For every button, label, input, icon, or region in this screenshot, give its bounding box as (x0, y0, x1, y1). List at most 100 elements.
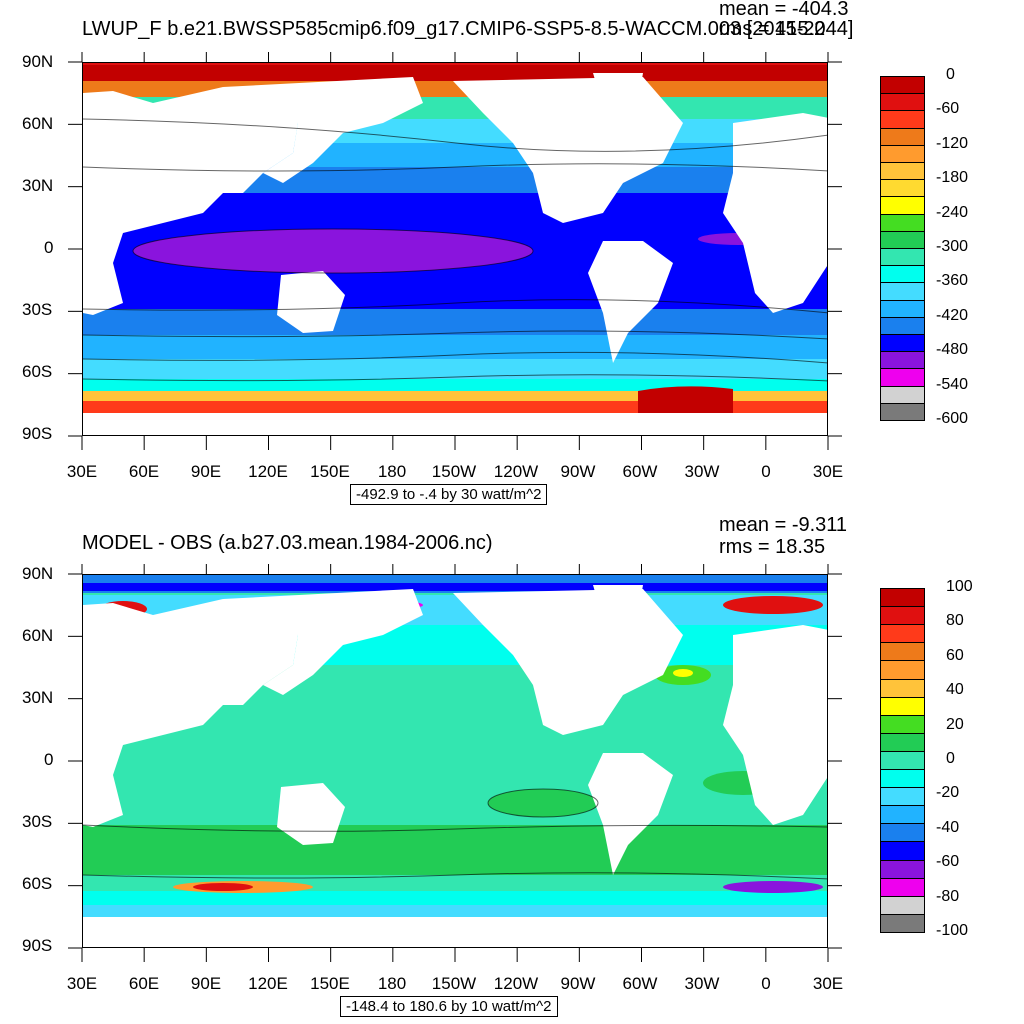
colorbar-swatch (880, 230, 925, 249)
lat-label-30s: 30S (22, 812, 53, 831)
colorbar-label: -120 (936, 134, 969, 152)
colorbar-label: -540 (936, 375, 969, 393)
lon-label: 0 (761, 462, 771, 481)
colorbar-swatch (880, 76, 925, 95)
lat-label-60n: 60N (22, 626, 54, 645)
colorbar-swatch (880, 282, 925, 301)
colorbar-label: -300 (936, 238, 969, 255)
colorbar-label: 60 (946, 646, 964, 664)
lon-label: 60W (622, 462, 658, 481)
colorbar-swatch (880, 678, 925, 698)
colorbar-swatch (880, 385, 925, 404)
colorbar-label: 0 (946, 750, 955, 767)
lon-label: 180 (377, 974, 407, 993)
colorbar-label: -480 (936, 341, 969, 359)
colorbar-swatch (880, 368, 925, 387)
colorbar-swatch (880, 895, 925, 915)
lon-label: 180 (377, 462, 407, 481)
bottom-colorbar (880, 588, 925, 933)
lon-label: 90W (560, 462, 596, 481)
bottom-map (82, 574, 828, 948)
bottom-panel-title: MODEL - OBS (a.b27.03.mean.1984-2006.nc) (82, 532, 493, 554)
colorbar-label: -20 (936, 784, 960, 802)
colorbar-label: -360 (936, 272, 969, 290)
colorbar-label: -60 (936, 853, 960, 871)
colorbar-swatch (880, 162, 925, 181)
colorbar-swatch (880, 213, 925, 232)
colorbar-swatch (880, 859, 925, 879)
colorbar-swatch (880, 334, 925, 353)
colorbar-swatch (880, 642, 925, 662)
top-rms-stat: rms = 415.2 (719, 18, 826, 40)
colorbar-swatch (880, 805, 925, 825)
colorbar-label: -600 (936, 410, 969, 427)
lat-label-90n: 90N (22, 564, 54, 583)
colorbar-label: -180 (936, 169, 969, 187)
colorbar-swatch (880, 144, 925, 163)
colorbar-label: 0 (946, 66, 955, 83)
colorbar-swatch (880, 750, 925, 771)
lon-label: 120W (493, 462, 539, 481)
top-map (82, 62, 828, 436)
colorbar-swatch (880, 823, 925, 843)
lat-label-eq: 0 (44, 750, 54, 769)
lat-label-30s: 30S (22, 300, 53, 319)
lon-label: 30E (66, 974, 98, 993)
colorbar-label: -40 (936, 818, 960, 836)
colorbar-label: -80 (936, 887, 960, 905)
lon-label: 30E (66, 462, 98, 481)
lon-label: 30W (684, 462, 720, 481)
colorbar-swatch (880, 196, 925, 215)
colorbar-label: 100 (946, 578, 973, 595)
lat-label-60n: 60N (22, 114, 54, 133)
bottom-info-box: -148.4 to 180.6 by 10 watt/m^2 (340, 996, 558, 1017)
bottom-map-panel: MODEL - OBS (a.b27.03.mean.1984-2006.nc)… (0, 512, 1024, 1024)
colorbar-label: -60 (936, 100, 960, 118)
top-panel-title: LWUP_F b.e21.BWSSP585cmip6.f09_g17.CMIP6… (82, 18, 854, 40)
colorbar-swatch (880, 624, 925, 644)
colorbar-label: 80 (946, 612, 964, 630)
colorbar-swatch (880, 316, 925, 335)
colorbar-swatch (880, 351, 925, 370)
colorbar-swatch (880, 110, 925, 129)
lon-label: 120E (248, 462, 288, 481)
colorbar-swatch (880, 93, 925, 112)
colorbar-swatch (880, 660, 925, 680)
colorbar-swatch (880, 714, 925, 734)
lat-label-30n: 30N (22, 688, 54, 707)
top-colorbar (880, 76, 925, 421)
colorbar-swatch (880, 769, 925, 789)
lon-label: 60E (128, 462, 160, 481)
lon-label: 90E (190, 974, 222, 993)
colorbar-swatch (880, 588, 925, 608)
colorbar-swatch (880, 732, 925, 752)
colorbar-label: -240 (936, 203, 969, 221)
colorbar-label: -100 (936, 922, 969, 939)
lat-label-60s: 60S (22, 362, 53, 381)
colorbar-label: -420 (936, 306, 969, 324)
bottom-rms-stat: rms = 18.35 (719, 536, 826, 558)
lon-label: 90W (560, 974, 596, 993)
colorbar-swatch (880, 265, 925, 284)
top-info-box: -492.9 to -.4 by 30 watt/m^2 (350, 484, 548, 505)
lon-label: 150E (310, 462, 350, 481)
colorbar-label: 20 (946, 715, 964, 733)
colorbar-swatch (880, 179, 925, 198)
bottom-mean-stat: mean = -9.311 (719, 514, 848, 536)
colorbar-swatch (880, 402, 925, 421)
lon-label: 150W (431, 462, 477, 481)
colorbar-swatch (880, 606, 925, 626)
colorbar-swatch (880, 877, 925, 897)
lon-label: 90E (190, 462, 222, 481)
lon-label: 150W (431, 974, 477, 993)
colorbar-swatch (880, 841, 925, 861)
colorbar-swatch (880, 299, 925, 318)
lon-label: 30E (812, 974, 844, 993)
lon-label: 30E (812, 462, 844, 481)
top-mean-stat: mean = -404.3 (719, 0, 849, 20)
lat-label-90n: 90N (22, 52, 54, 71)
colorbar-swatch (880, 913, 925, 933)
lon-label: 0 (761, 974, 771, 993)
top-map-panel: LWUP_F b.e21.BWSSP585cmip6.f09_g17.CMIP6… (22, 0, 969, 505)
colorbar-swatch (880, 696, 925, 716)
